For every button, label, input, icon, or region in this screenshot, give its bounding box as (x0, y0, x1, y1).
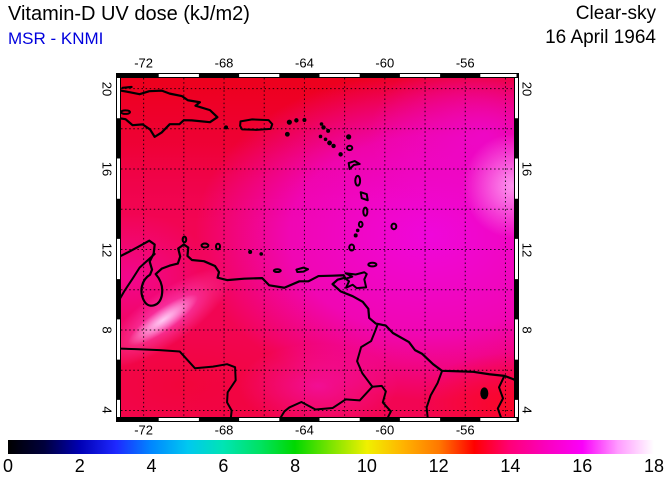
montserrat-island (339, 153, 342, 156)
lon-tick-label-bottom: -68 (214, 422, 234, 438)
barbuda-island (347, 135, 351, 139)
border-venezuela-guyana (357, 324, 378, 387)
nevis-island (332, 145, 335, 148)
coastline-tortuga-island (123, 87, 132, 88)
saba-island (320, 135, 322, 137)
lat-tick-label-left: 12 (99, 242, 115, 257)
grenada-island (349, 244, 354, 250)
lat-tick-label-left: 4 (99, 406, 115, 415)
lon-tick-label-bottom: -56 (455, 422, 475, 438)
bonaire-island (216, 244, 220, 250)
st-lucia-island (363, 208, 367, 216)
lon-tick-label-top: -56 (455, 55, 475, 71)
la-tortuga-island (274, 269, 281, 272)
lon-tick-label-top: -72 (134, 55, 154, 71)
lon-tick-label-bottom: -60 (375, 422, 395, 438)
los-roques-islet (249, 251, 251, 253)
mona-island (225, 126, 227, 128)
gonave-island (121, 110, 130, 114)
grenadines-islet (354, 234, 356, 236)
virgin-gorda-island (303, 119, 305, 121)
coastline-puerto-rico (240, 119, 272, 129)
curacao-island (202, 243, 209, 247)
grenadines-islet (357, 229, 359, 231)
antigua-island (347, 146, 352, 150)
st-vincent-island (359, 222, 363, 227)
st-croix-island (286, 133, 289, 136)
lon-tick-label-bottom: -64 (295, 422, 314, 438)
colorbar-tick-label: 6 (218, 456, 229, 476)
lat-tick-label-right: 8 (519, 326, 535, 334)
dominica-island (355, 176, 360, 186)
map-frame (116, 73, 519, 422)
uv-dose-field (121, 78, 514, 417)
border-colombia-venezuela-south (115, 349, 235, 422)
st-kitts-island (328, 141, 331, 144)
tortola-island (295, 119, 298, 122)
figure-date: 16 April 1964 (545, 27, 656, 48)
colorbar-tick-label: 10 (356, 456, 377, 476)
colorbar-tick-label: 8 (290, 456, 301, 476)
coastline-south-america (115, 241, 519, 383)
lat-tick-label-right: 20 (519, 81, 535, 96)
colorbar-tick-label: 16 (572, 456, 593, 476)
la-orchila-islet (260, 253, 262, 255)
lon-tick-label-top: -60 (375, 55, 395, 71)
lat-tick-label-left: 8 (99, 326, 115, 334)
colorbar-tick-label: 18 (643, 456, 665, 476)
st-martin-island (322, 126, 325, 129)
colorbar-tick-label: 14 (500, 456, 521, 476)
figure-title: Vitamin-D UV dose (kJ/m2) (8, 3, 250, 25)
sky-condition-label: Clear-sky (575, 3, 656, 24)
lat-tick-label-left: 20 (99, 81, 115, 96)
anguilla-island (321, 123, 323, 125)
brokopondo-reservoir (481, 388, 487, 398)
lon-tick-label-top: -68 (214, 55, 234, 71)
guadeloupe-island (349, 161, 360, 169)
margarita-island (296, 268, 308, 272)
colorbar-gradient (8, 440, 654, 454)
colorbar-tick-label: 4 (146, 456, 157, 476)
lon-tick-label-bottom: -72 (134, 422, 154, 438)
st-eustatius-island (325, 138, 327, 140)
aruba-island (183, 237, 187, 243)
figure-source: MSR - KNMI (8, 29, 104, 48)
border-venezuela-brazil (278, 387, 372, 422)
st-thomas-island (288, 120, 292, 124)
barbados-island (391, 224, 396, 230)
lat-tick-label-right: 12 (519, 242, 535, 257)
border-guyana-suriname (427, 371, 442, 422)
colorbar-tick-label: 2 (74, 456, 85, 476)
grid-lines (121, 78, 514, 417)
st-barts-island (327, 130, 329, 132)
tobago-island (368, 263, 376, 267)
border-guyana-brazil (372, 386, 390, 422)
border-colombia-venezuela-north (117, 254, 154, 303)
coastline-hispaniola (115, 90, 217, 137)
lon-tick-label-top: -64 (295, 55, 314, 71)
lat-tick-label-right: 16 (519, 161, 535, 177)
martinique-island (361, 192, 368, 200)
colorbar-tick-label: 0 (2, 456, 14, 476)
lat-tick-label-right: 4 (519, 406, 535, 415)
border-suriname-french-guiana (498, 376, 505, 422)
coastlines-and-borders (115, 87, 519, 422)
colorbar-tick-label: 12 (428, 456, 449, 476)
lat-tick-label-left: 16 (99, 161, 115, 177)
coastline-trinidad (346, 272, 367, 288)
